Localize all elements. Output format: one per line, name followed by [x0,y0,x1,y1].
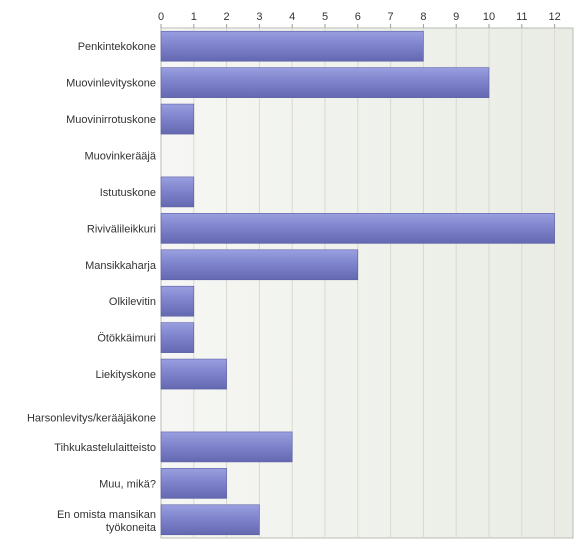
x-tick-label: 5 [322,11,328,23]
category-labels: Penkintekokone Muovinlevityskone Muovinirr… [27,41,157,534]
bar [160,249,359,281]
category-label: Ötökkäimuri [97,333,156,345]
category-label: Liekityskone [95,369,156,381]
bar [160,213,555,244]
x-axis-ticks: 0 1 2 3 4 5 6 7 8 9 10 11 12 [158,11,561,28]
bar [160,285,195,317]
bar [160,358,227,390]
x-tick-label: 12 [548,11,560,23]
x-tick-label: 1 [191,11,197,23]
x-tick-label: 8 [420,11,426,23]
x-tick-label: 9 [453,11,459,23]
category-label: Harsonlevitys/kerääjäkone [27,413,156,425]
bar [160,504,260,536]
category-label: Muovinlevityskone [66,78,156,90]
bar [160,322,195,353]
bar [160,468,227,499]
bars [160,30,555,536]
bar [160,67,490,98]
category-label: Muovinirrotuskone [66,114,156,126]
x-tick-label: 2 [224,11,230,23]
x-tick-label: 4 [289,11,295,23]
bar [160,30,424,62]
bar [160,176,195,208]
category-label: Muovinkerääjä [84,151,156,163]
x-tick-label: 3 [256,11,262,23]
category-label: En omista mansikan työkoneita [57,509,157,534]
category-label: Istutuskone [100,187,156,199]
x-tick-label: 0 [158,11,164,23]
bar [160,103,195,135]
category-label: Penkintekokone [78,41,156,53]
category-label: Rivivälileikkuri [87,223,156,235]
category-label: Tihkukastelulaitteisto [54,442,156,454]
x-tick-label: 10 [483,11,495,23]
category-label: Mansikkaharja [85,260,157,272]
x-tick-label: 7 [388,11,394,23]
bar [160,431,293,463]
category-label: Muu, mikä? [99,478,156,490]
category-label: Olkilevitin [109,296,156,308]
x-tick-label: 11 [516,11,527,23]
x-tick-label: 6 [355,11,361,23]
